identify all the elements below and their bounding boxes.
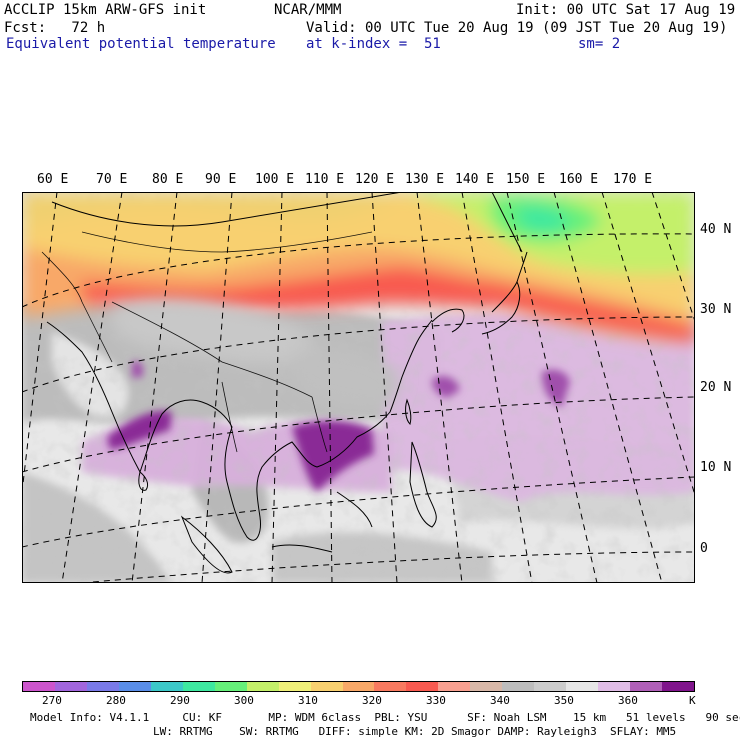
colorbar-tick: 320 — [362, 694, 382, 707]
colorbar-swatch — [246, 682, 279, 691]
coastlines — [46, 192, 528, 574]
high-theta-e-core — [107, 361, 570, 492]
colorbar-tick: 290 — [170, 694, 190, 707]
colorbar-swatch — [150, 682, 183, 691]
lon-label: 160 E — [559, 172, 599, 187]
colorbar-swatch — [438, 682, 471, 691]
map-frame — [22, 192, 695, 583]
model-info-line2: LW: RRTMG SW: RRTMG DIFF: simple KM: 2D … — [153, 725, 677, 738]
lon-label: 120 E — [355, 172, 395, 187]
colorbar-tick: 310 — [298, 694, 318, 707]
colorbar-tick: 340 — [490, 694, 510, 707]
colorbar-tick: 300 — [234, 694, 254, 707]
colorbar-swatch — [54, 682, 87, 691]
colorbar-swatch — [23, 682, 55, 691]
graticule — [22, 192, 695, 583]
colorbar-swatch — [118, 682, 151, 691]
lon-label: 170 E — [613, 172, 653, 187]
colorbar-swatch — [630, 682, 663, 691]
lon-label: 110 E — [305, 172, 345, 187]
tibet-grey — [111, 299, 402, 409]
institution-label: NCAR/MMM — [274, 2, 342, 18]
lat-label: 30 N — [700, 302, 732, 317]
colorbar-unit: K — [689, 694, 696, 707]
lat-label: 0 — [700, 541, 708, 556]
model-info-line1: Model Info: V4.1.1 CU: KF MP: WDM 6class… — [30, 711, 740, 724]
colorbar-swatch — [374, 682, 407, 691]
lon-label: 60 E — [37, 172, 69, 187]
colorbar-tick: 350 — [554, 694, 574, 707]
lon-label: 150 E — [506, 172, 546, 187]
colorbar — [22, 681, 695, 692]
warm-belt — [22, 192, 695, 342]
lon-label: 130 E — [405, 172, 445, 187]
smoothing-label: sm= 2 — [578, 36, 621, 52]
colorbar-swatch — [662, 682, 695, 691]
lon-label: 90 E — [205, 172, 237, 187]
colorbar-swatch — [502, 682, 535, 691]
colorbar-swatch — [182, 682, 215, 691]
colorbar-swatch — [470, 682, 503, 691]
colorbar-swatch — [566, 682, 599, 691]
model-title: ACCLIP 15km ARW-GFS init — [4, 2, 207, 18]
lon-label: 70 E — [96, 172, 128, 187]
colorbar-swatch — [310, 682, 343, 691]
colorbar-tick: 360 — [618, 694, 638, 707]
lon-label: 100 E — [255, 172, 295, 187]
colorbar-swatch — [86, 682, 119, 691]
colorbar-swatch — [534, 682, 567, 691]
lon-label: 80 E — [152, 172, 184, 187]
colorbar-tick: 280 — [106, 694, 126, 707]
colorbar-swatch — [342, 682, 375, 691]
init-time: Init: 00 UTC Sat 17 Aug 19 — [516, 2, 736, 18]
colorbar-swatch — [598, 682, 631, 691]
field-name: Equivalent potential temperature — [6, 36, 276, 52]
lat-label: 20 N — [700, 380, 732, 395]
k-index-label: at k-index = 51 — [306, 36, 441, 52]
colorbar-tick: 330 — [426, 694, 446, 707]
lat-label: 40 N — [700, 222, 732, 237]
colorbar-swatch — [278, 682, 311, 691]
colorbar-swatch — [406, 682, 439, 691]
colorbar-tick: 270 — [42, 694, 62, 707]
lat-label: 10 N — [700, 460, 732, 475]
lon-label: 140 E — [455, 172, 495, 187]
theta-e-map[interactable] — [22, 192, 695, 583]
colorbar-swatch — [214, 682, 247, 691]
valid-time: Valid: 00 UTC Tue 20 Aug 19 (09 JST Tue … — [306, 20, 728, 36]
forecast-hour: Fcst: 72 h — [4, 20, 106, 36]
